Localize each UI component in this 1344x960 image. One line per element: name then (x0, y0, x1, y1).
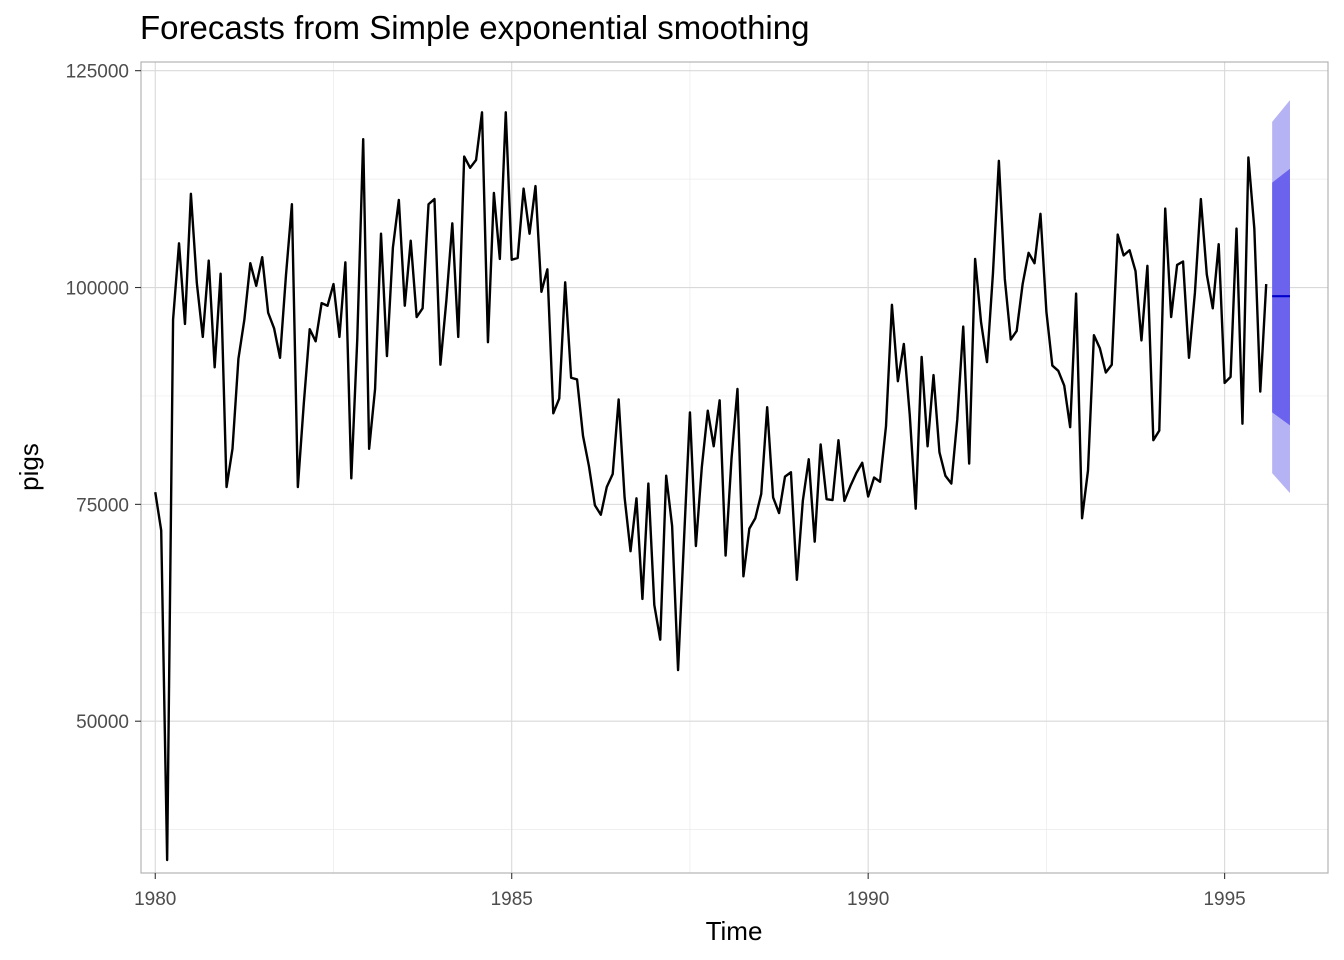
y-tick-label: 125000 (66, 62, 129, 83)
y-tick-label: 100000 (66, 279, 129, 300)
grid (141, 62, 1328, 873)
y-tick-label: 50000 (76, 712, 129, 733)
y-tick-label: 75000 (76, 495, 129, 516)
plot-border (140, 61, 1329, 874)
plot-panel (141, 62, 1328, 873)
axes: 1980 1985 1990 1995 50000 75000 100000 125000 (66, 62, 1246, 910)
chart-title: Forecasts from Simple exponential smooth… (140, 9, 809, 46)
x-tick-label: 1990 (847, 889, 889, 910)
forecast-intervals (1272, 100, 1290, 494)
series-layer (154, 111, 1268, 862)
series-line-pigs (154, 111, 1268, 862)
x-tick-label: 1995 (1203, 889, 1245, 910)
y-axis-title: pigs (14, 443, 44, 491)
x-tick-label: 1980 (134, 889, 176, 910)
x-axis-title: Time (706, 916, 763, 946)
x-tick-label: 1985 (491, 889, 533, 910)
